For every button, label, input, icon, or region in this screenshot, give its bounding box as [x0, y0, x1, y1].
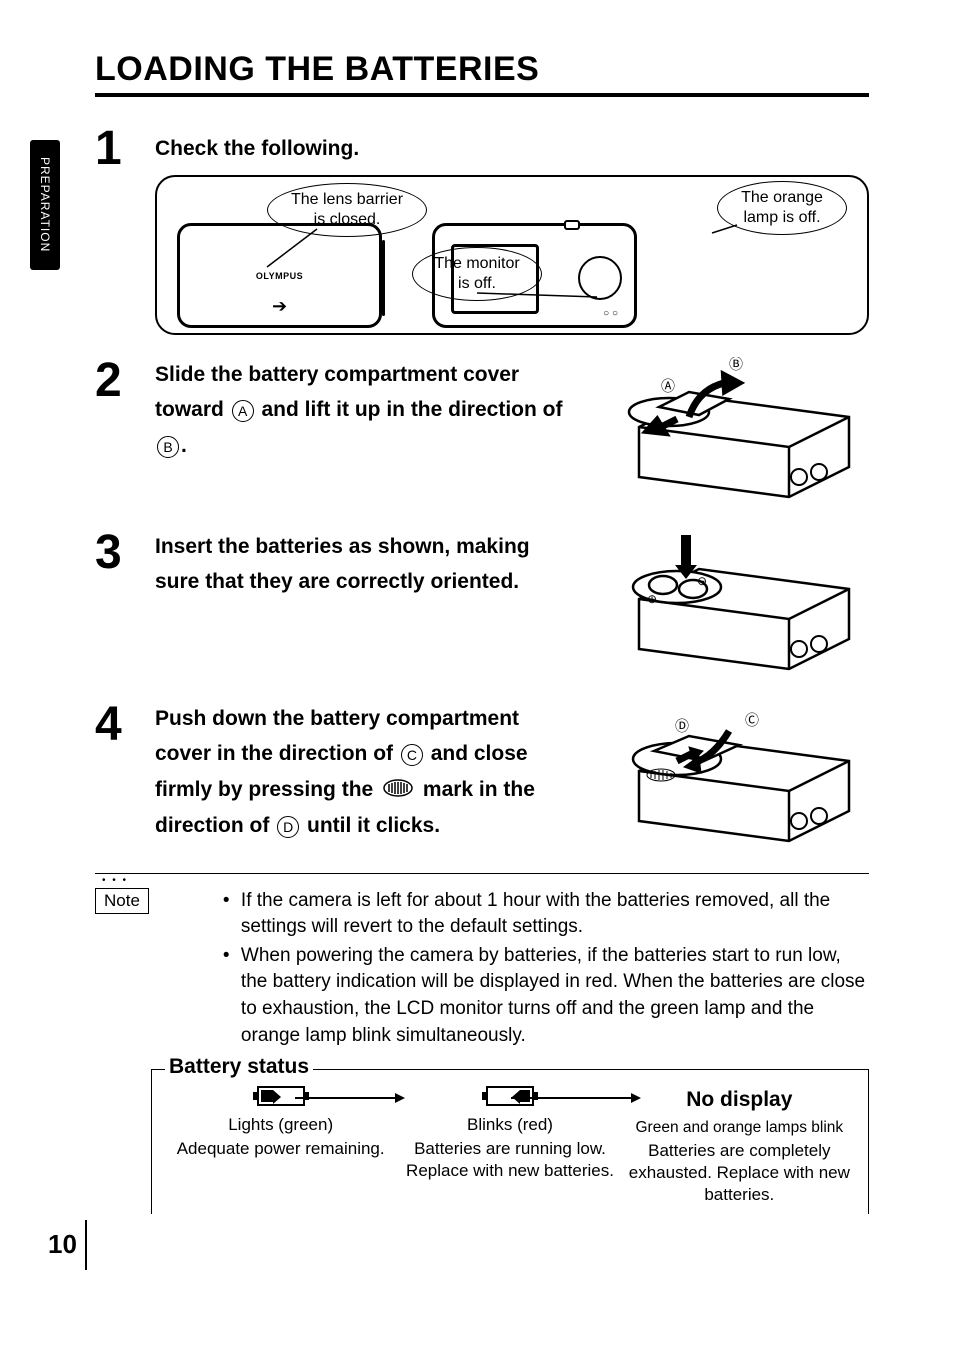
- camera-front-icon: OLYMPUS ➔: [177, 223, 382, 328]
- content-area: 1 Check the following. The lens barrieri…: [95, 125, 869, 1214]
- lcd-icon: [451, 244, 539, 314]
- arrow-icon: ➔: [272, 296, 287, 317]
- note-label: Note: [95, 888, 149, 914]
- step-heading: Check the following.: [155, 131, 869, 167]
- step-heading: Push down the battery compartment cover …: [155, 701, 577, 844]
- arrow-icon: [511, 1088, 641, 1111]
- step-heading: Slide the battery compartment cover towa…: [155, 357, 577, 464]
- status-title: Battery status: [165, 1055, 313, 1079]
- status-label: Green and orange lamps blink: [625, 1118, 854, 1138]
- step-1: 1 Check the following. The lens barrieri…: [95, 125, 869, 335]
- note-item: When powering the camera by batteries, i…: [219, 943, 869, 1049]
- status-col-1: Lights (green) Adequate power remaining.: [166, 1086, 395, 1206]
- side-tab: PREPARATION: [30, 140, 60, 270]
- dpad-icon: [578, 256, 622, 300]
- arrow-icon: [295, 1088, 405, 1111]
- status-desc: Batteries are running low. Replace with …: [395, 1138, 624, 1182]
- status-label: Lights (green): [166, 1114, 395, 1136]
- status-desc: Batteries are completely exhausted. Repl…: [625, 1140, 854, 1206]
- step-number: 2: [95, 357, 155, 405]
- status-desc: Adequate power remaining.: [166, 1138, 395, 1160]
- step-heading: Insert the batteries as shown, making su…: [155, 529, 577, 600]
- step-2: 2 Slide the battery compartment cover to…: [95, 357, 869, 507]
- step-number: 3: [95, 529, 155, 577]
- status-col-2: Blinks (red) Batteries are running low. …: [395, 1086, 624, 1206]
- brand-label: OLYMPUS: [256, 271, 303, 281]
- svg-text:⊕: ⊕: [647, 592, 657, 606]
- svg-text:⊖: ⊖: [697, 574, 707, 588]
- page-number-divider: [85, 1220, 87, 1270]
- note-item: If the camera is left for about 1 hour w…: [219, 888, 869, 941]
- page-title: LOADING THE BATTERIES: [95, 50, 869, 97]
- svg-text:Ⓒ: Ⓒ: [745, 712, 759, 728]
- note-list: If the camera is left for about 1 hour w…: [219, 888, 869, 1052]
- svg-text:Ⓑ: Ⓑ: [729, 357, 743, 372]
- step-4: 4 Push down the battery compartment cove…: [95, 701, 869, 851]
- step-number: 4: [95, 701, 155, 749]
- callout-lamp: The orangelamp is off.: [717, 181, 847, 235]
- lamp-icon: [564, 220, 580, 230]
- step2-diagram: Ⓐ Ⓑ: [599, 357, 859, 507]
- status-col-3: No display Green and orange lamps blink …: [625, 1086, 854, 1206]
- check-diagram: The lens barrieris closed. The monitoris…: [155, 175, 869, 335]
- step-3: 3 Insert the batteries as shown, making …: [95, 529, 869, 679]
- camera-back-icon: ○ ○: [432, 223, 637, 328]
- step4-diagram: Ⓓ Ⓒ: [599, 701, 859, 851]
- note-section: Note If the camera is left for about 1 h…: [95, 873, 869, 1052]
- status-label: Blinks (red): [395, 1114, 624, 1136]
- dots-icon: ○ ○: [603, 308, 618, 319]
- svg-text:Ⓐ: Ⓐ: [661, 378, 675, 394]
- page-number: 10: [48, 1229, 77, 1260]
- step-number: 1: [95, 125, 155, 173]
- battery-status-box: Battery status Lights (green) Adequate p…: [151, 1069, 869, 1214]
- step3-diagram: ⊕ ⊖: [599, 529, 859, 679]
- no-display-heading: No display: [625, 1086, 854, 1113]
- ribbed-mark-icon: [383, 773, 413, 809]
- svg-text:Ⓓ: Ⓓ: [675, 718, 689, 734]
